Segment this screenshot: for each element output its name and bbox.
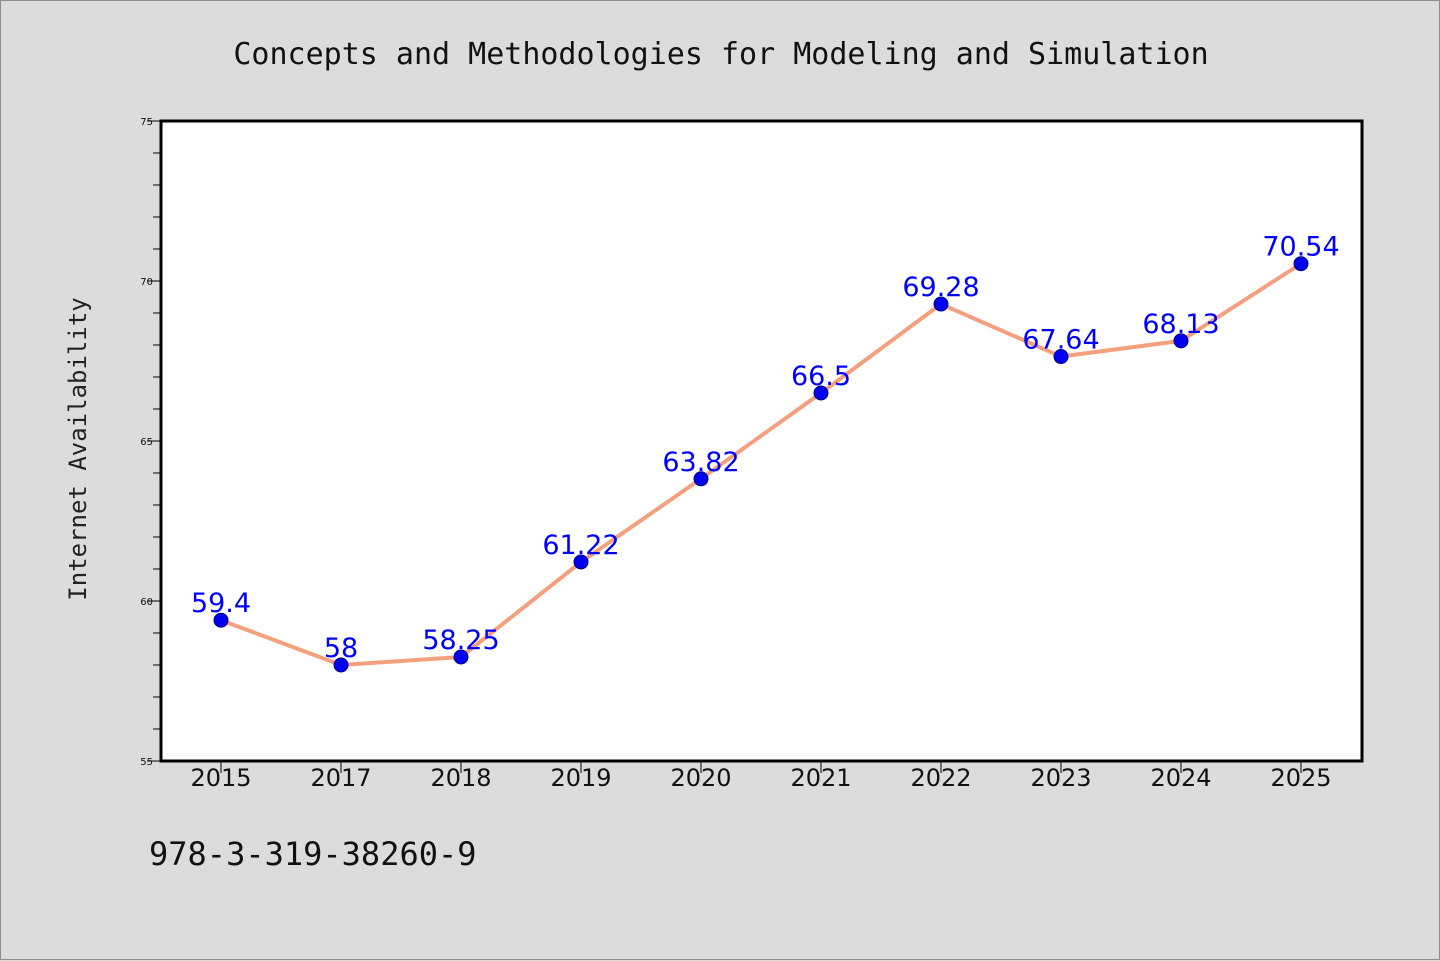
data-label: 66.5: [791, 361, 851, 392]
x-tick-label: 2024: [1150, 764, 1211, 792]
data-labels: 59.4 58 58.25 61.22 63.82 66.5 69.28 67.64 68.13…: [191, 232, 1340, 664]
y-tick-label: 65: [140, 437, 153, 448]
data-label: 61.22: [542, 530, 619, 561]
data-point: [933, 296, 949, 312]
x-tick-label: 2025: [1270, 764, 1331, 792]
data-series: [213, 256, 1309, 673]
data-point: [813, 385, 829, 401]
y-tick-label: 70: [140, 277, 153, 288]
x-tick-label: 2015: [190, 764, 251, 792]
data-label: 68.13: [1142, 309, 1219, 340]
data-label: 58: [324, 633, 358, 664]
y-tick-label: 55: [140, 757, 153, 768]
x-tick-label: 2017: [310, 764, 371, 792]
x-tick-label: 2020: [670, 764, 731, 792]
data-label: 69.28: [902, 272, 979, 303]
x-tick-label: 2021: [790, 764, 851, 792]
x-tick-label: 2019: [550, 764, 611, 792]
y-tick-label: 75: [140, 117, 153, 128]
data-point: [333, 657, 349, 673]
data-label: 58.25: [422, 625, 499, 656]
axis-ticks: 55 60 65 70 75 2015 2017 2018 2019 2020 2021 2022 20…: [140, 117, 1331, 792]
plot-frame: [159, 119, 1364, 763]
chart-title: Concepts and Methodologies for Modeling …: [233, 37, 1208, 72]
plot-area: [161, 121, 1362, 761]
data-point: [1053, 349, 1069, 365]
data-point: [573, 554, 589, 570]
series-line: [219, 261, 1303, 667]
data-label: 63.82: [662, 447, 739, 478]
data-label: 70.54: [1262, 232, 1339, 263]
x-tick-label: 2022: [910, 764, 971, 792]
y-axis-label: Internet Availability: [64, 297, 92, 600]
data-point: [453, 649, 469, 665]
data-point: [213, 612, 229, 628]
data-point: [693, 471, 709, 487]
data-label: 67.64: [1022, 325, 1099, 356]
data-point: [1173, 333, 1189, 349]
x-tick-label: 2018: [430, 764, 491, 792]
data-label: 59.4: [191, 588, 251, 619]
data-point: [1293, 256, 1309, 272]
isbn-footer: 978-3-319-38260-9: [149, 835, 477, 873]
x-tick-label: 2023: [1030, 764, 1091, 792]
y-tick-label: 60: [140, 597, 153, 608]
